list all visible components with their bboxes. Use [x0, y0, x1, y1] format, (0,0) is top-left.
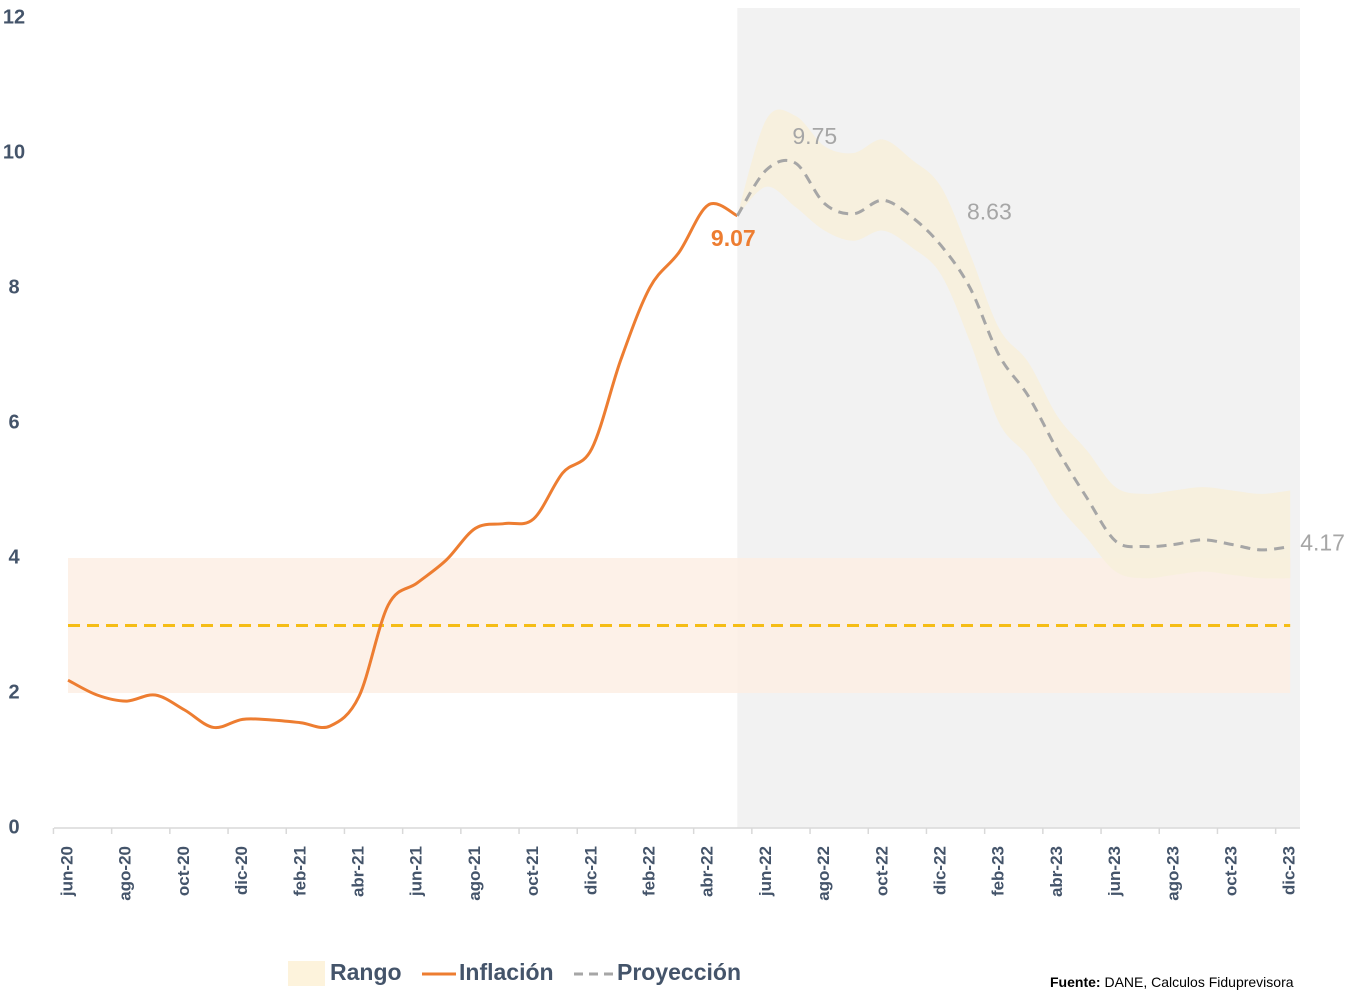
x-tick-label: ago-21	[465, 846, 484, 901]
value-label: 9.07	[711, 225, 756, 251]
legend-label: Rango	[330, 959, 402, 985]
legend-label: Inflación	[459, 959, 554, 985]
value-label: 4.17	[1300, 530, 1345, 556]
source-label: Fuente:	[1050, 974, 1101, 990]
x-tick-label: abr-23	[1047, 846, 1066, 897]
x-tick-label: dic-23	[1280, 846, 1299, 895]
y-tick-label: 10	[3, 141, 25, 163]
y-tick-label: 0	[8, 816, 19, 838]
y-tick-label: 12	[3, 6, 25, 28]
x-tick-label: oct-22	[872, 846, 891, 896]
x-tick-label: jun-23	[1105, 846, 1124, 897]
series-line	[736, 158, 1291, 552]
x-tick-label: jun-21	[407, 846, 426, 897]
source-text: DANE, Calculos Fiduprevisora	[1101, 974, 1294, 990]
x-tick-label: ago-20	[116, 846, 135, 901]
x-tick-label: ago-23	[1163, 846, 1182, 901]
x-tick-label: ago-22	[814, 846, 833, 901]
x-tick-label: dic-20	[232, 846, 251, 895]
x-tick-label: oct-21	[523, 846, 542, 896]
x-tick-label: jun-20	[57, 846, 76, 897]
source: Fuente: DANE, Calculos Fiduprevisora	[1050, 974, 1294, 990]
y-tick-label: 6	[8, 411, 19, 433]
x-tick-label: abr-21	[348, 846, 367, 897]
series-line	[67, 202, 739, 730]
plot: 0 2 4 6 8 10 12 jun-20 ago-20 oct-20 dic-20 feb-21 a…	[3, 6, 1345, 901]
legend-label: Proyección	[617, 959, 741, 985]
y-tick-label: 8	[8, 276, 19, 298]
y-tick-label: 4	[8, 546, 20, 568]
x-tick-label: dic-22	[930, 846, 949, 895]
value-label: 9.75	[792, 123, 837, 149]
legend: Rango Inflación Proyección	[288, 959, 741, 986]
x-tick-label: feb-22	[639, 846, 658, 896]
x-tick-label: abr-22	[698, 846, 717, 897]
x-tick-label: feb-21	[290, 846, 309, 896]
range-area	[737, 109, 1291, 579]
x-tick-label: oct-23	[1221, 846, 1240, 896]
x-tick-label: jun-22	[756, 846, 775, 897]
x-tick-label: dic-21	[581, 846, 600, 895]
legend-swatch	[288, 961, 325, 986]
x-tick-label: feb-23	[989, 846, 1008, 896]
y-tick-label: 2	[8, 681, 19, 703]
x-tick-label: oct-20	[174, 846, 193, 896]
value-label: 8.63	[967, 199, 1012, 225]
